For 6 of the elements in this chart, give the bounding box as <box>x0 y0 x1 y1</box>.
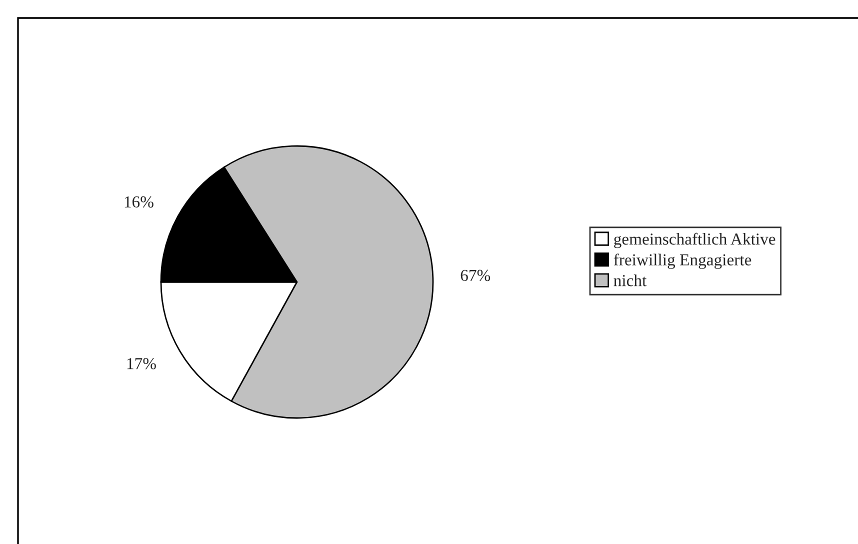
data-label: 16% <box>124 196 154 208</box>
legend-label: freiwillig Engagierte <box>614 254 752 269</box>
data-label: 67% <box>460 270 490 282</box>
legend-label: nicht <box>614 274 647 286</box>
legend-label: gemeinschaftlich Aktive <box>614 232 776 248</box>
data-label: 17% <box>127 358 156 370</box>
